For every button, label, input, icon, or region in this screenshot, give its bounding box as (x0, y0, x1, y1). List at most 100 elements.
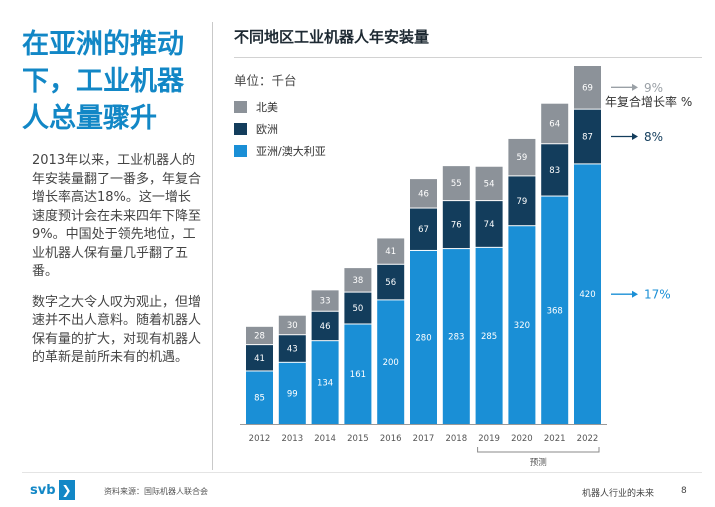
legend-item-asia-australia: 亚洲/澳大利亚 (234, 144, 326, 158)
legend-label-europe: 欧洲 (256, 123, 278, 136)
legend-swatch-europe (234, 123, 247, 135)
bar-europe-2012 (246, 345, 273, 371)
data-label-europe-2015: 50 (352, 304, 363, 314)
cagr-arrowhead-asia-australia (632, 290, 638, 298)
chevron-right-icon: ❯ (58, 480, 75, 500)
legend-label-asia-australia: 亚洲/澳大利亚 (256, 145, 326, 158)
data-label-asia-australia-2015: 161 (350, 370, 366, 380)
data-label-europe-2013: 43 (287, 345, 298, 355)
svb-logo: svb ❯ (30, 480, 75, 500)
bar-europe-2021 (541, 144, 569, 196)
data-label-europe-2012: 41 (254, 354, 265, 364)
data-label-asia-australia-2022: 420 (579, 290, 595, 300)
bar-europe-2022 (574, 109, 601, 164)
footer-divider (22, 472, 702, 473)
data-label-europe-2019: 74 (484, 220, 495, 230)
x-tick-label-2020: 2020 (511, 434, 533, 444)
data-label-north-america-2022: 69 (582, 83, 593, 93)
data-label-north-america-2019: 54 (484, 179, 495, 189)
bar-asia-australia-2018 (442, 249, 470, 424)
x-tick-label-2017: 2017 (413, 434, 435, 444)
bar-north-america-2013 (278, 315, 306, 335)
bar-north-america-2018 (442, 166, 470, 201)
bar-asia-australia-2022 (574, 164, 601, 424)
vertical-divider (212, 22, 213, 470)
cagr-arrowhead-europe (632, 133, 638, 141)
x-tick-label-2013: 2013 (281, 434, 303, 444)
forecast-bracket (477, 447, 600, 453)
data-label-north-america-2021: 64 (549, 119, 560, 129)
bar-asia-australia-2014 (311, 341, 339, 424)
legend-label-north-america: 北美 (256, 101, 278, 114)
data-label-north-america-2016: 41 (385, 247, 396, 257)
bar-north-america-2019 (475, 166, 503, 201)
x-tick-label-2022: 2022 (577, 434, 599, 444)
bar-north-america-2015 (344, 268, 372, 292)
logo-text: svb (30, 482, 56, 498)
data-label-asia-australia-2021: 368 (547, 306, 563, 316)
bar-europe-2017 (410, 208, 437, 250)
data-label-asia-australia-2020: 320 (514, 321, 530, 331)
legend-item-north-america: 北美 (234, 100, 326, 114)
data-label-asia-australia-2014: 134 (317, 379, 333, 389)
x-tick-label-2014: 2014 (314, 434, 336, 444)
data-label-europe-2022: 87 (582, 133, 593, 143)
paragraph-2: 数字之大令人叹为观止，但增速并不出人意料。随着机器人保有量的扩大，对现有机器人的… (32, 294, 202, 366)
bar-asia-australia-2015 (344, 324, 372, 424)
data-label-north-america-2013: 30 (287, 321, 298, 331)
forecast-label: 预测 (530, 457, 547, 468)
bar-north-america-2017 (410, 179, 437, 208)
bar-europe-2013 (278, 335, 306, 362)
data-label-asia-australia-2013: 99 (287, 389, 298, 399)
bar-europe-2016 (377, 264, 405, 300)
bar-north-america-2020 (508, 138, 536, 176)
cagr-value-europe: 8% (644, 130, 663, 144)
unit-label: 单位：千台 (234, 73, 297, 88)
data-label-north-america-2014: 33 (320, 297, 331, 307)
data-label-europe-2021: 83 (549, 166, 560, 176)
bar-north-america-2016 (377, 238, 405, 264)
legend-swatch-asia-australia (234, 145, 247, 157)
bar-asia-australia-2017 (410, 250, 437, 424)
data-label-north-america-2017: 46 (418, 189, 429, 199)
legend-swatch-north-america (234, 101, 247, 113)
bar-europe-2020 (508, 176, 536, 226)
paragraph-1: 2013年以来，工业机器人的年安装量翻了一番多，年复合增长率高达18%。这一增长… (32, 153, 202, 279)
legend: 北美 欧洲 亚洲/澳大利亚 (234, 100, 326, 166)
x-tick-label-2021: 2021 (544, 434, 566, 444)
title-rule (234, 57, 702, 58)
data-label-asia-australia-2016: 200 (383, 358, 399, 368)
page-number: 8 (681, 486, 687, 496)
data-label-europe-2017: 67 (418, 225, 429, 235)
bar-asia-australia-2020 (508, 226, 536, 424)
data-label-europe-2016: 56 (385, 278, 396, 288)
bar-europe-2018 (442, 201, 470, 249)
data-label-north-america-2015: 38 (352, 276, 363, 286)
bar-asia-australia-2019 (475, 247, 503, 424)
bar-europe-2014 (311, 311, 339, 341)
bar-north-america-2021 (541, 103, 569, 144)
data-label-north-america-2018: 55 (451, 179, 462, 189)
data-label-asia-australia-2019: 285 (481, 332, 497, 342)
bar-asia-australia-2021 (541, 196, 569, 424)
data-label-asia-australia-2018: 283 (448, 333, 464, 343)
bar-north-america-2022 (574, 66, 601, 109)
data-label-north-america-2012: 28 (254, 331, 265, 341)
legend-item-europe: 欧洲 (234, 122, 326, 136)
data-label-europe-2014: 46 (320, 322, 331, 332)
x-tick-label-2019: 2019 (478, 434, 500, 444)
x-tick-label-2016: 2016 (380, 434, 402, 444)
cagr-arrowhead-north-america (632, 83, 638, 91)
x-tick-label-2015: 2015 (347, 434, 369, 444)
data-label-asia-australia-2017: 280 (415, 333, 431, 343)
cagr-title: 年复合增长率 % (605, 95, 693, 109)
data-label-asia-australia-2012: 85 (254, 394, 265, 404)
bar-asia-australia-2013 (278, 362, 306, 424)
bar-asia-australia-2016 (377, 300, 405, 424)
headline: 在亚洲的推动下，工业机器人总量骤升 (22, 29, 184, 134)
footer-title: 机器人行业的未来 (582, 489, 655, 499)
body-text: 2013年以来，工业机器人的年安装量翻了一番多，年复合增长率高达18%。这一增长… (32, 152, 202, 380)
bar-asia-australia-2012 (246, 371, 273, 424)
x-tick-label-2018: 2018 (445, 434, 467, 444)
data-label-north-america-2020: 59 (516, 153, 527, 163)
